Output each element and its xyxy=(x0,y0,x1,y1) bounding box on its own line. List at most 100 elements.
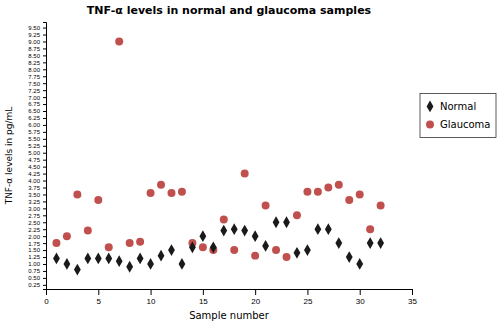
point xyxy=(335,181,343,189)
point xyxy=(115,37,123,45)
point xyxy=(178,188,186,196)
y-tick-mark xyxy=(43,271,46,272)
y-tick-label: 8.00 xyxy=(28,67,40,73)
x-tick-mark xyxy=(203,289,204,295)
point xyxy=(84,227,92,235)
point xyxy=(136,238,144,246)
point xyxy=(335,237,342,249)
y-tick-mark xyxy=(43,167,46,168)
x-tick-label: 35 xyxy=(408,297,417,306)
y-tick-mark xyxy=(43,278,46,279)
legend-box xyxy=(420,93,496,137)
point xyxy=(294,247,301,259)
y-tick-label: 5.50 xyxy=(28,136,40,142)
y-tick-label: 2.25 xyxy=(28,227,40,233)
y-tick-mark xyxy=(43,35,46,36)
y-tick: 9.25 xyxy=(28,32,46,38)
point xyxy=(168,244,175,256)
point xyxy=(283,253,291,261)
series xyxy=(53,216,384,275)
y-tick: 4.50 xyxy=(28,164,46,170)
y-tick-label: 4.50 xyxy=(28,164,40,170)
point xyxy=(345,196,353,204)
y-tick: 6.00 xyxy=(28,122,46,128)
y-tick-label: 0.25 xyxy=(28,282,40,288)
y-tick-mark xyxy=(43,160,46,161)
y-tick: 1.25 xyxy=(28,254,46,260)
y-tick-label: 6.25 xyxy=(28,115,40,121)
y-tick-mark xyxy=(43,201,46,202)
y-tick-mark xyxy=(43,229,46,230)
y-tick-mark xyxy=(43,222,46,223)
x-tick-mark xyxy=(151,289,152,295)
point xyxy=(220,225,227,237)
point xyxy=(366,225,374,233)
y-tick-mark xyxy=(43,194,46,195)
y-tick-label: 1.25 xyxy=(28,254,40,260)
x-tick-mark xyxy=(412,289,413,295)
y-tick: 4.00 xyxy=(28,178,46,184)
y-tick-label: 4.25 xyxy=(28,171,40,177)
point xyxy=(137,253,144,265)
y-tick-mark xyxy=(43,41,46,42)
y-tick-label: 8.75 xyxy=(28,46,40,52)
point xyxy=(314,223,321,235)
point xyxy=(147,258,154,270)
y-tick-mark xyxy=(43,48,46,49)
y-tick-mark xyxy=(43,104,46,105)
point xyxy=(314,188,322,196)
y-tick-label: 5.75 xyxy=(28,129,40,135)
point xyxy=(116,255,123,267)
y-tick: 2.00 xyxy=(28,234,46,240)
y-tick-label: 4.00 xyxy=(28,178,40,184)
x-tick-mark xyxy=(98,289,99,295)
point xyxy=(63,232,71,240)
point xyxy=(230,246,238,254)
y-tick-label: 0.75 xyxy=(28,268,40,274)
legend-label: Glaucoma xyxy=(440,119,490,130)
point xyxy=(262,240,269,252)
plot: 051015202530350.250.500.751.001.251.501.… xyxy=(28,23,417,306)
legend-item: Glaucoma xyxy=(426,119,490,130)
y-tick: 7.50 xyxy=(28,81,46,87)
y-tick-label: 9.25 xyxy=(28,32,40,38)
y-tick: 8.50 xyxy=(28,53,46,59)
y-tick-mark xyxy=(43,125,46,126)
y-tick-label: 3.50 xyxy=(28,192,40,198)
x-tick-label: 30 xyxy=(356,297,365,306)
y-tick-label: 7.25 xyxy=(28,88,40,94)
x-tick-label: 0 xyxy=(44,297,49,306)
x-tick: 35 xyxy=(408,289,417,306)
y-tick-mark xyxy=(43,285,46,286)
y-tick-mark xyxy=(43,187,46,188)
x-tick-mark xyxy=(255,289,256,295)
point xyxy=(167,189,175,197)
point xyxy=(199,243,207,251)
y-tick: 7.00 xyxy=(28,95,46,101)
point xyxy=(52,239,60,247)
y-tick: 5.25 xyxy=(28,143,46,149)
y-tick: 5.50 xyxy=(28,136,46,142)
y-tick: 5.00 xyxy=(28,150,46,156)
point xyxy=(64,258,71,270)
y-tick-label: 1.75 xyxy=(28,241,40,247)
y-tick: 4.25 xyxy=(28,171,46,177)
y-tick-mark xyxy=(43,208,46,209)
y-tick: 5.75 xyxy=(28,129,46,135)
y-tick-mark xyxy=(43,146,46,147)
x-axis-line xyxy=(47,290,413,296)
x-axis-title: Sample number xyxy=(189,310,270,321)
point xyxy=(252,230,259,242)
point xyxy=(377,202,385,210)
points xyxy=(52,37,384,275)
point xyxy=(356,190,364,198)
y-tick: 0.50 xyxy=(28,275,46,281)
y-tick: 7.75 xyxy=(28,74,46,80)
point xyxy=(325,223,332,235)
point xyxy=(94,196,102,204)
y-tick: 2.50 xyxy=(28,220,46,226)
chart: 051015202530350.250.500.751.001.251.501.… xyxy=(0,0,500,325)
point xyxy=(74,264,81,276)
y-tick: 4.75 xyxy=(28,157,46,163)
y-tick: 2.25 xyxy=(28,227,46,233)
